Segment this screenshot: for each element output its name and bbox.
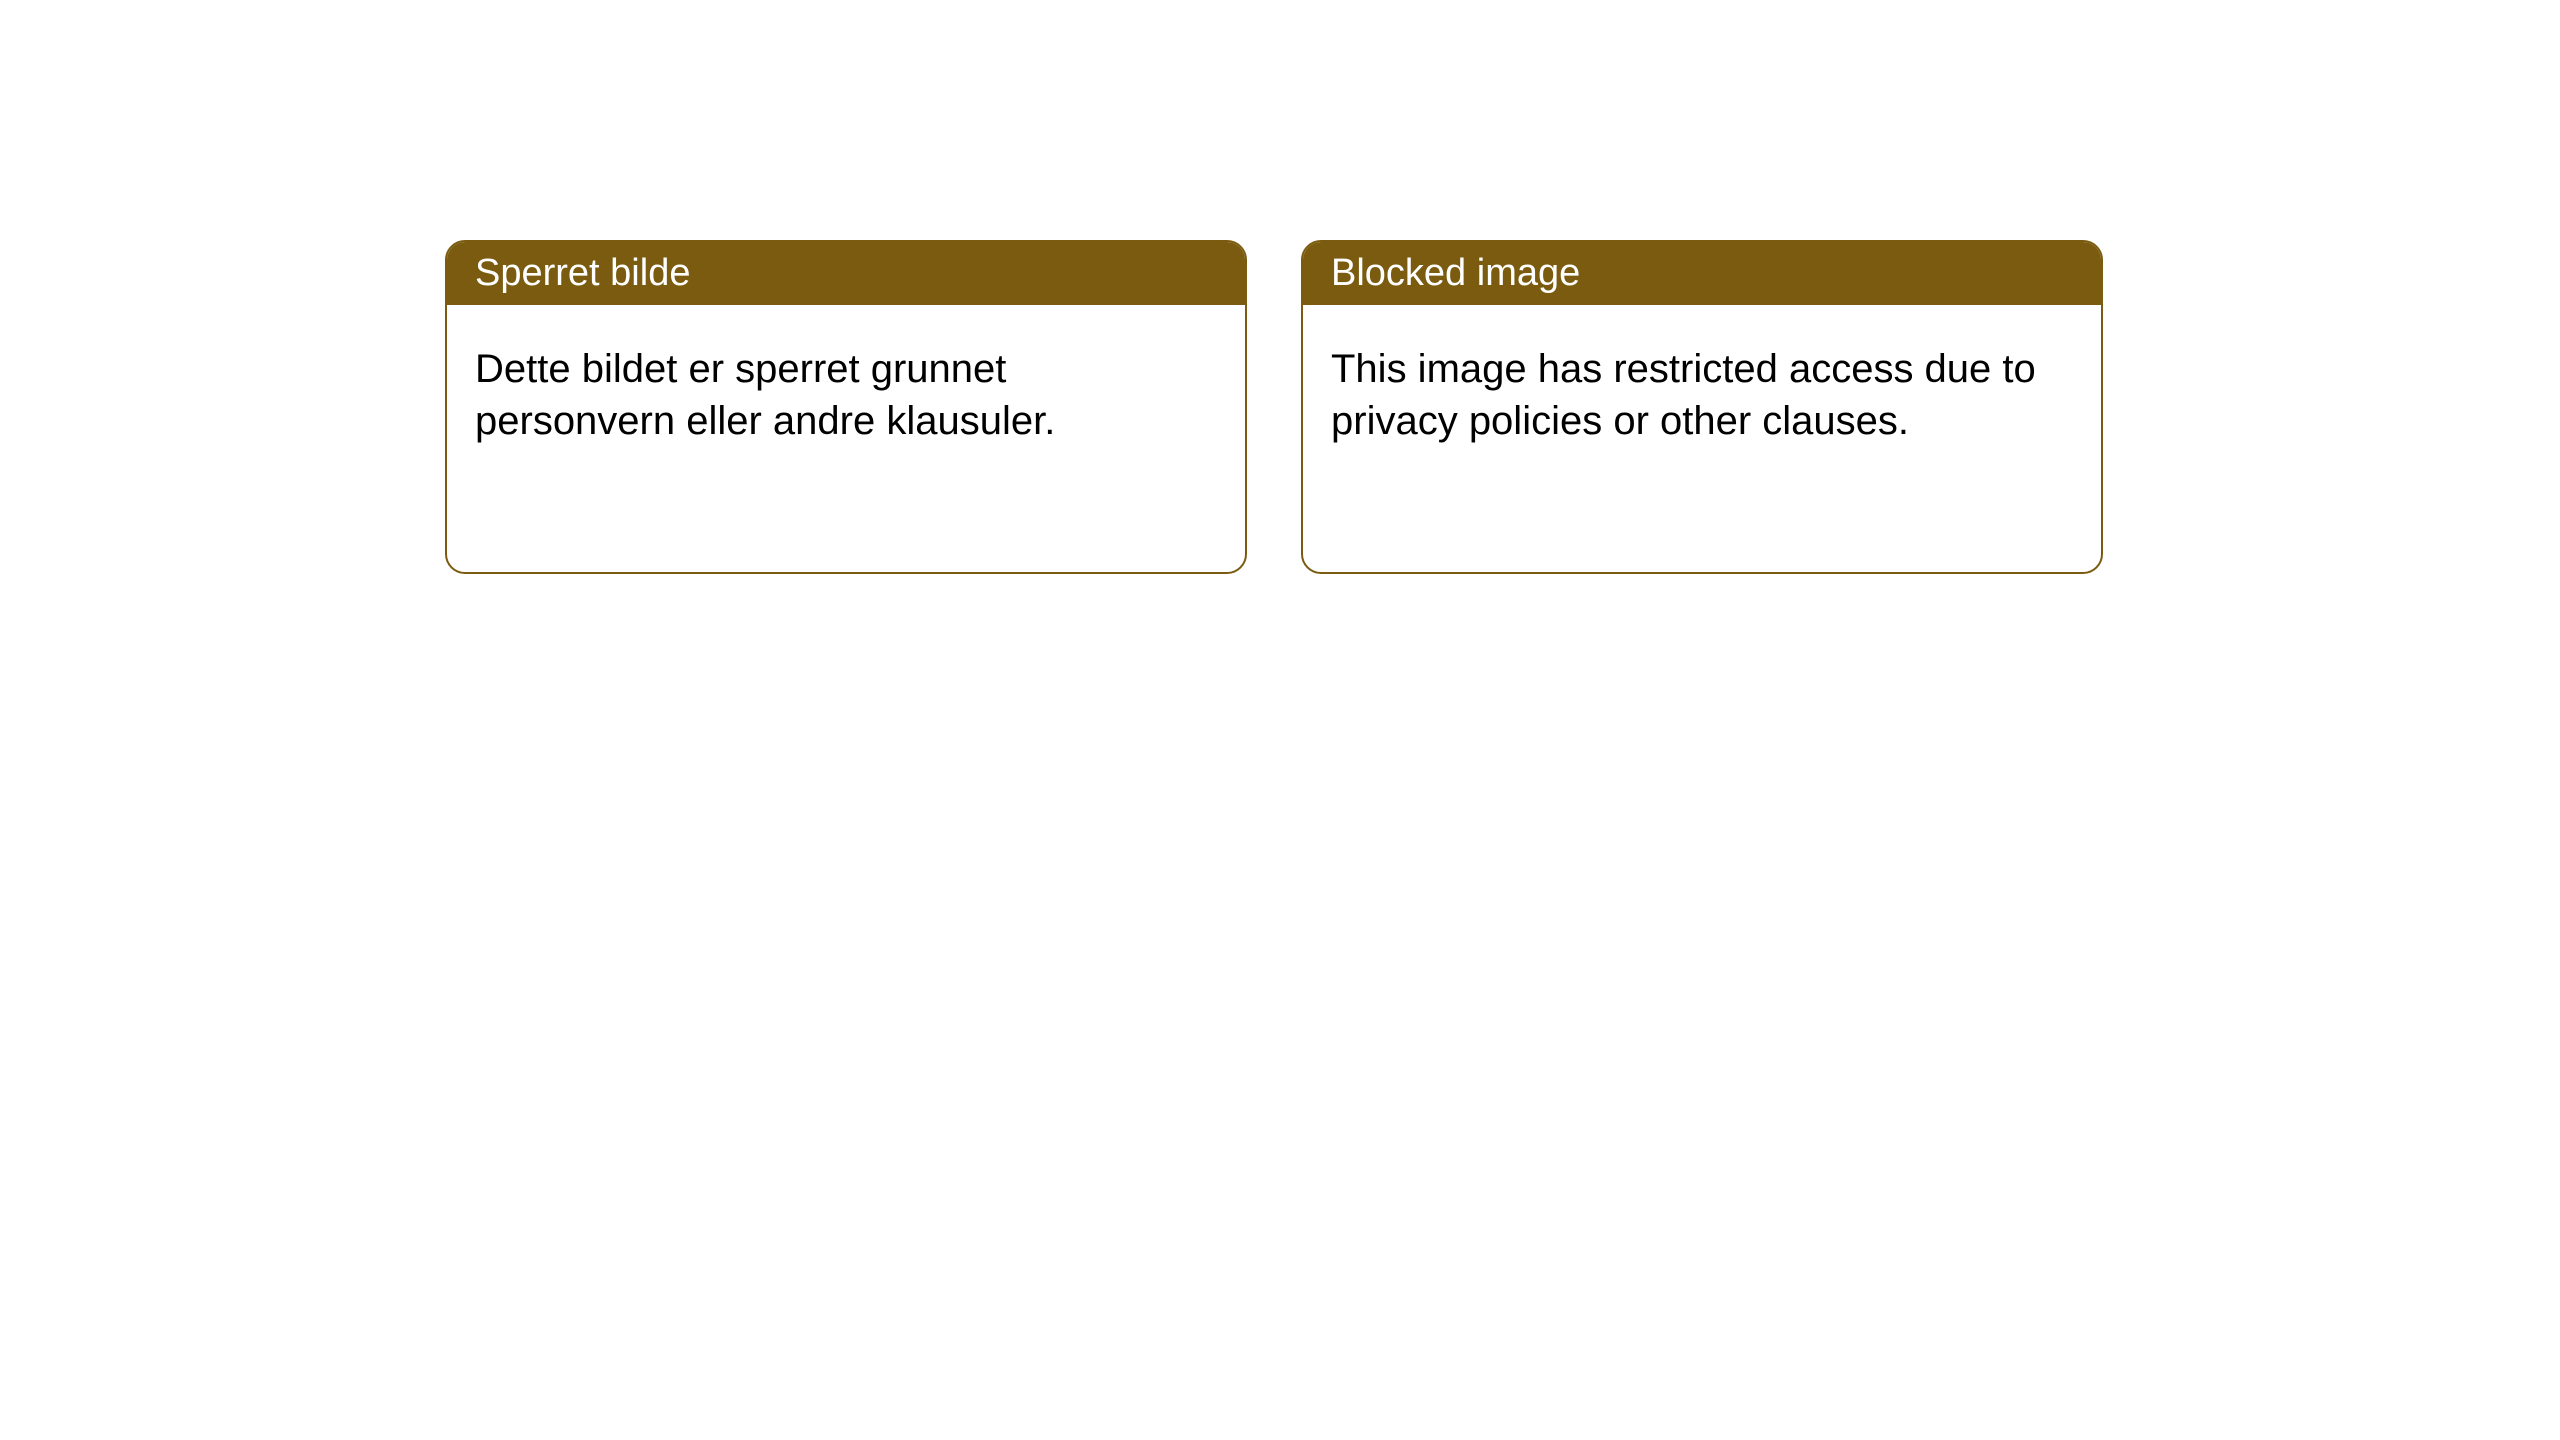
card-header-norwegian: Sperret bilde [447,242,1245,305]
blocked-image-card-norwegian: Sperret bilde Dette bildet er sperret gr… [445,240,1247,574]
card-message: Dette bildet er sperret grunnet personve… [475,347,1055,443]
card-body-norwegian: Dette bildet er sperret grunnet personve… [447,305,1245,485]
card-title: Blocked image [1331,252,1580,294]
card-title: Sperret bilde [475,252,690,294]
card-container: Sperret bilde Dette bildet er sperret gr… [0,0,2560,574]
card-body-english: This image has restricted access due to … [1303,305,2101,485]
blocked-image-card-english: Blocked image This image has restricted … [1301,240,2103,574]
card-header-english: Blocked image [1303,242,2101,305]
card-message: This image has restricted access due to … [1331,347,2036,443]
